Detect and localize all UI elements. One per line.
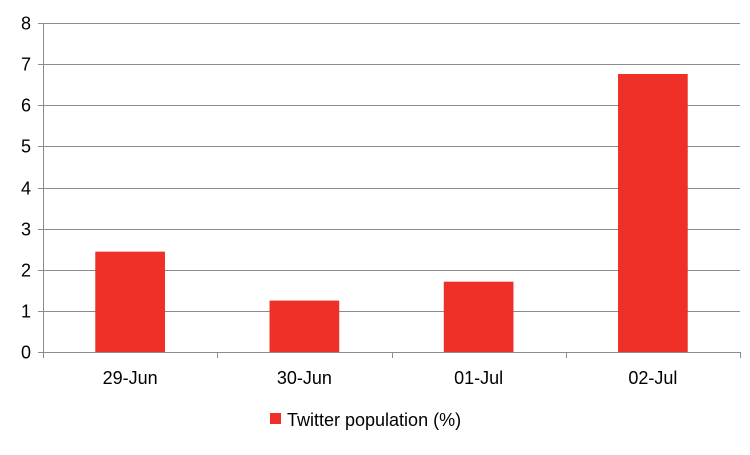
bars — [95, 73, 688, 353]
legend: Twitter population (%) — [270, 410, 461, 430]
y-tick-label: 4 — [21, 179, 31, 199]
y-tick-label: 0 — [21, 343, 31, 363]
y-tick-label: 7 — [21, 55, 31, 75]
legend-swatch — [270, 413, 281, 424]
y-tick-label: 1 — [21, 302, 31, 322]
x-tick-labels: 29-Jun 30-Jun 01-Jul 02-Jul — [103, 368, 678, 388]
x-tick-label: 30-Jun — [277, 368, 332, 388]
y-tick-label: 6 — [21, 96, 31, 116]
x-tick-label: 29-Jun — [103, 368, 158, 388]
axes — [38, 23, 741, 358]
y-tick-label: 2 — [21, 261, 31, 281]
bar-02-Jul — [618, 73, 688, 353]
x-tick-label: 02-Jul — [628, 368, 677, 388]
legend-label: Twitter population (%) — [287, 410, 461, 430]
bar-01-Jul — [443, 281, 514, 352]
y-tick-labels: 0 1 2 3 4 5 6 7 8 — [21, 14, 31, 363]
x-tick-label: 01-Jul — [454, 368, 503, 388]
y-tick-label: 3 — [21, 220, 31, 240]
y-tick-label: 5 — [21, 137, 31, 157]
y-tick-label: 8 — [21, 14, 31, 34]
bar-29-Jun — [95, 251, 165, 352]
bar-30-Jun — [269, 300, 340, 352]
